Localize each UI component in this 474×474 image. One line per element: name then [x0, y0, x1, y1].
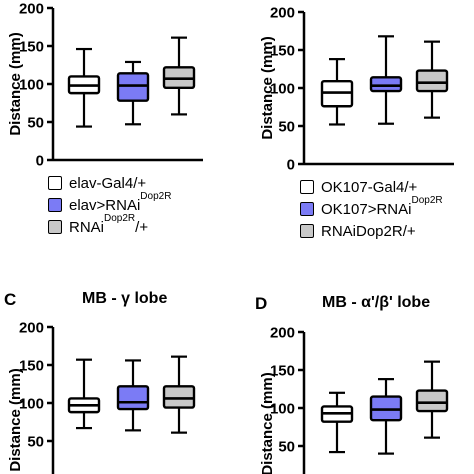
legend-item: elav>RNAiDop2R [48, 191, 172, 216]
panel-title-d: MB - α'/β' lobe [322, 294, 431, 311]
y-tick-label: 200 [19, 1, 44, 18]
y-tick-label: 100 [270, 81, 295, 98]
box-iqr [116, 72, 150, 102]
legend-swatch [300, 202, 314, 216]
y-tick-label: 50 [27, 115, 44, 132]
legend-label: elav-Gal4/+ [69, 174, 147, 192]
box-iqr [162, 385, 196, 409]
panel-letter-c: C [4, 290, 17, 309]
legend-panel-a: elav-Gal4/+ elav>RNAiDop2R RNAiDop2R/+ [48, 172, 171, 238]
legend-swatch [48, 176, 62, 190]
y-axis-title: Distance (mm) [259, 372, 276, 474]
y-tick-label: 150 [270, 363, 295, 380]
y-tick-label: 150 [270, 43, 295, 60]
y-tick-label: 100 [19, 396, 44, 413]
y-tick-label: 200 [270, 325, 295, 342]
y-tick-label: 0 [36, 153, 44, 170]
box-iqr [415, 69, 449, 93]
legend-swatch [48, 220, 62, 234]
legend-label: OK107>RNAiDop2R [321, 195, 443, 218]
legend-label: RNAiDop2R/+ [321, 222, 416, 240]
y-tick-label: 50 [278, 119, 295, 136]
box-iqr [415, 389, 449, 413]
y-axis-title: Distance (mm) [259, 36, 276, 139]
y-tick-label: 100 [270, 401, 295, 418]
y-tick-label: 50 [27, 434, 44, 451]
y-axis-title: Distance (mm) [7, 368, 24, 471]
legend-panel-b: OK107-Gal4/+ OK107>RNAiDop2R RNAiDop2R/+ [300, 176, 443, 242]
y-tick-label: 200 [19, 320, 44, 337]
y-tick-label: 150 [19, 358, 44, 375]
legend-item: RNAiDop2R/+ [300, 220, 443, 242]
legend-swatch [48, 198, 62, 212]
legend-item: RNAiDop2R/+ [48, 213, 171, 238]
y-tick-label: 0 [287, 157, 295, 174]
y-tick-label: 50 [278, 439, 295, 456]
legend-label: elav>RNAiDop2R [69, 191, 172, 214]
legend-swatch [300, 224, 314, 238]
legend-item: OK107>RNAiDop2R [300, 195, 443, 220]
legend-swatch [300, 180, 314, 194]
panel-title-c: MB - γ lobe [82, 290, 168, 307]
legend-item: elav-Gal4/+ [48, 172, 171, 194]
box-iqr [369, 76, 403, 93]
legend-item: OK107-Gal4/+ [300, 176, 443, 198]
box-iqr [116, 385, 150, 411]
legend-label: RNAiDop2R/+ [69, 213, 149, 236]
y-tick-label: 100 [19, 77, 44, 94]
panel-letter-d: D [255, 294, 268, 313]
y-tick-label: 200 [270, 5, 295, 22]
legend-label: OK107-Gal4/+ [321, 178, 418, 196]
y-axis-title: Distance (mm) [7, 32, 24, 135]
y-tick-label: 150 [19, 39, 44, 56]
